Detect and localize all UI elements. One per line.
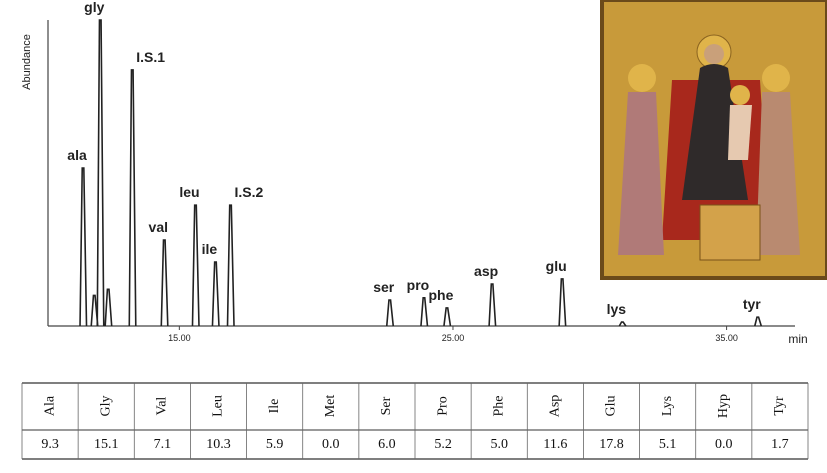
peak-label: I.S.1	[136, 49, 165, 65]
table-header: Ser	[379, 396, 394, 415]
peak	[558, 278, 567, 327]
peak-label: glu	[546, 258, 567, 274]
peak	[160, 239, 169, 327]
x-tick-label: 35.00	[715, 333, 738, 343]
peak	[754, 316, 763, 327]
table-cell: 0.0	[322, 437, 340, 452]
table-header: Hyp	[716, 394, 731, 418]
peak	[226, 204, 235, 327]
table-header: Leu	[211, 395, 226, 417]
angel-right	[756, 92, 800, 255]
chromatogram: Abundance min 15.00 25.00 35.00 ala gly I.S.1…	[21, 0, 808, 346]
peak	[488, 283, 497, 327]
peak-label: ser	[373, 279, 395, 295]
x-tick-label: 25.00	[442, 333, 465, 343]
table-header: Lys	[660, 396, 675, 416]
peak	[420, 297, 429, 327]
table-cell: 11.6	[543, 437, 567, 452]
table-cell: 9.3	[41, 437, 59, 452]
table-header: Met	[323, 395, 338, 418]
table-cell: 5.0	[490, 437, 508, 452]
peak	[211, 261, 220, 327]
table-header: Asp	[548, 395, 563, 418]
peak	[128, 69, 137, 327]
peak-label: gly	[84, 0, 104, 15]
peak	[90, 294, 99, 327]
angel-halo	[628, 64, 656, 92]
peak-label: ala	[67, 147, 87, 163]
table-cell: 10.3	[206, 437, 231, 452]
table-cell: 1.7	[771, 437, 789, 452]
child	[728, 105, 752, 160]
throne-steps	[699, 204, 761, 261]
table-cell: 5.9	[266, 437, 284, 452]
table-header: Gly	[98, 396, 113, 417]
peak-label: val	[149, 219, 168, 235]
peak	[618, 321, 627, 327]
peak	[191, 204, 200, 327]
peak-label: leu	[179, 184, 199, 200]
head	[704, 44, 724, 64]
peak-label: asp	[474, 263, 498, 279]
painting-frame	[600, 0, 827, 280]
table-header: Glu	[604, 396, 619, 417]
table-cell: 7.1	[154, 437, 172, 452]
peak-label: tyr	[743, 296, 761, 312]
table-cell: 15.1	[94, 437, 119, 452]
table-header: Tyr	[772, 396, 787, 416]
angel-halo	[762, 64, 790, 92]
painting	[600, 0, 827, 280]
x-axis-label: min	[788, 332, 807, 346]
child-halo	[730, 85, 750, 105]
table-cell: 0.0	[715, 437, 733, 452]
table-cell: 6.0	[378, 437, 396, 452]
peak-label: I.S.2	[235, 184, 264, 200]
peak-label: phe	[429, 287, 454, 303]
peak	[79, 167, 88, 327]
table-cell: 5.1	[659, 437, 677, 452]
table-header: Pro	[435, 396, 450, 415]
table-header: Val	[155, 397, 170, 416]
x-tick-label: 15.00	[168, 333, 191, 343]
peak-label: pro	[407, 277, 430, 293]
peak-label: ile	[202, 241, 218, 257]
peak-label: lys	[607, 301, 627, 317]
table-header: Phe	[491, 396, 506, 417]
peak	[443, 307, 452, 327]
table-header: Ile	[267, 399, 282, 414]
y-axis-label: Abundance	[21, 34, 33, 90]
peak	[96, 19, 105, 327]
peak	[104, 288, 113, 327]
table-cell: 17.8	[599, 437, 624, 452]
table: Ala Gly Val Leu Ile Met Ser Pro Phe Asp Glu Lys Hyp T…	[21, 382, 809, 460]
angel-left	[618, 92, 664, 255]
peak	[385, 299, 395, 327]
table-header: Ala	[42, 395, 57, 416]
table-cell: 5.2	[434, 437, 452, 452]
